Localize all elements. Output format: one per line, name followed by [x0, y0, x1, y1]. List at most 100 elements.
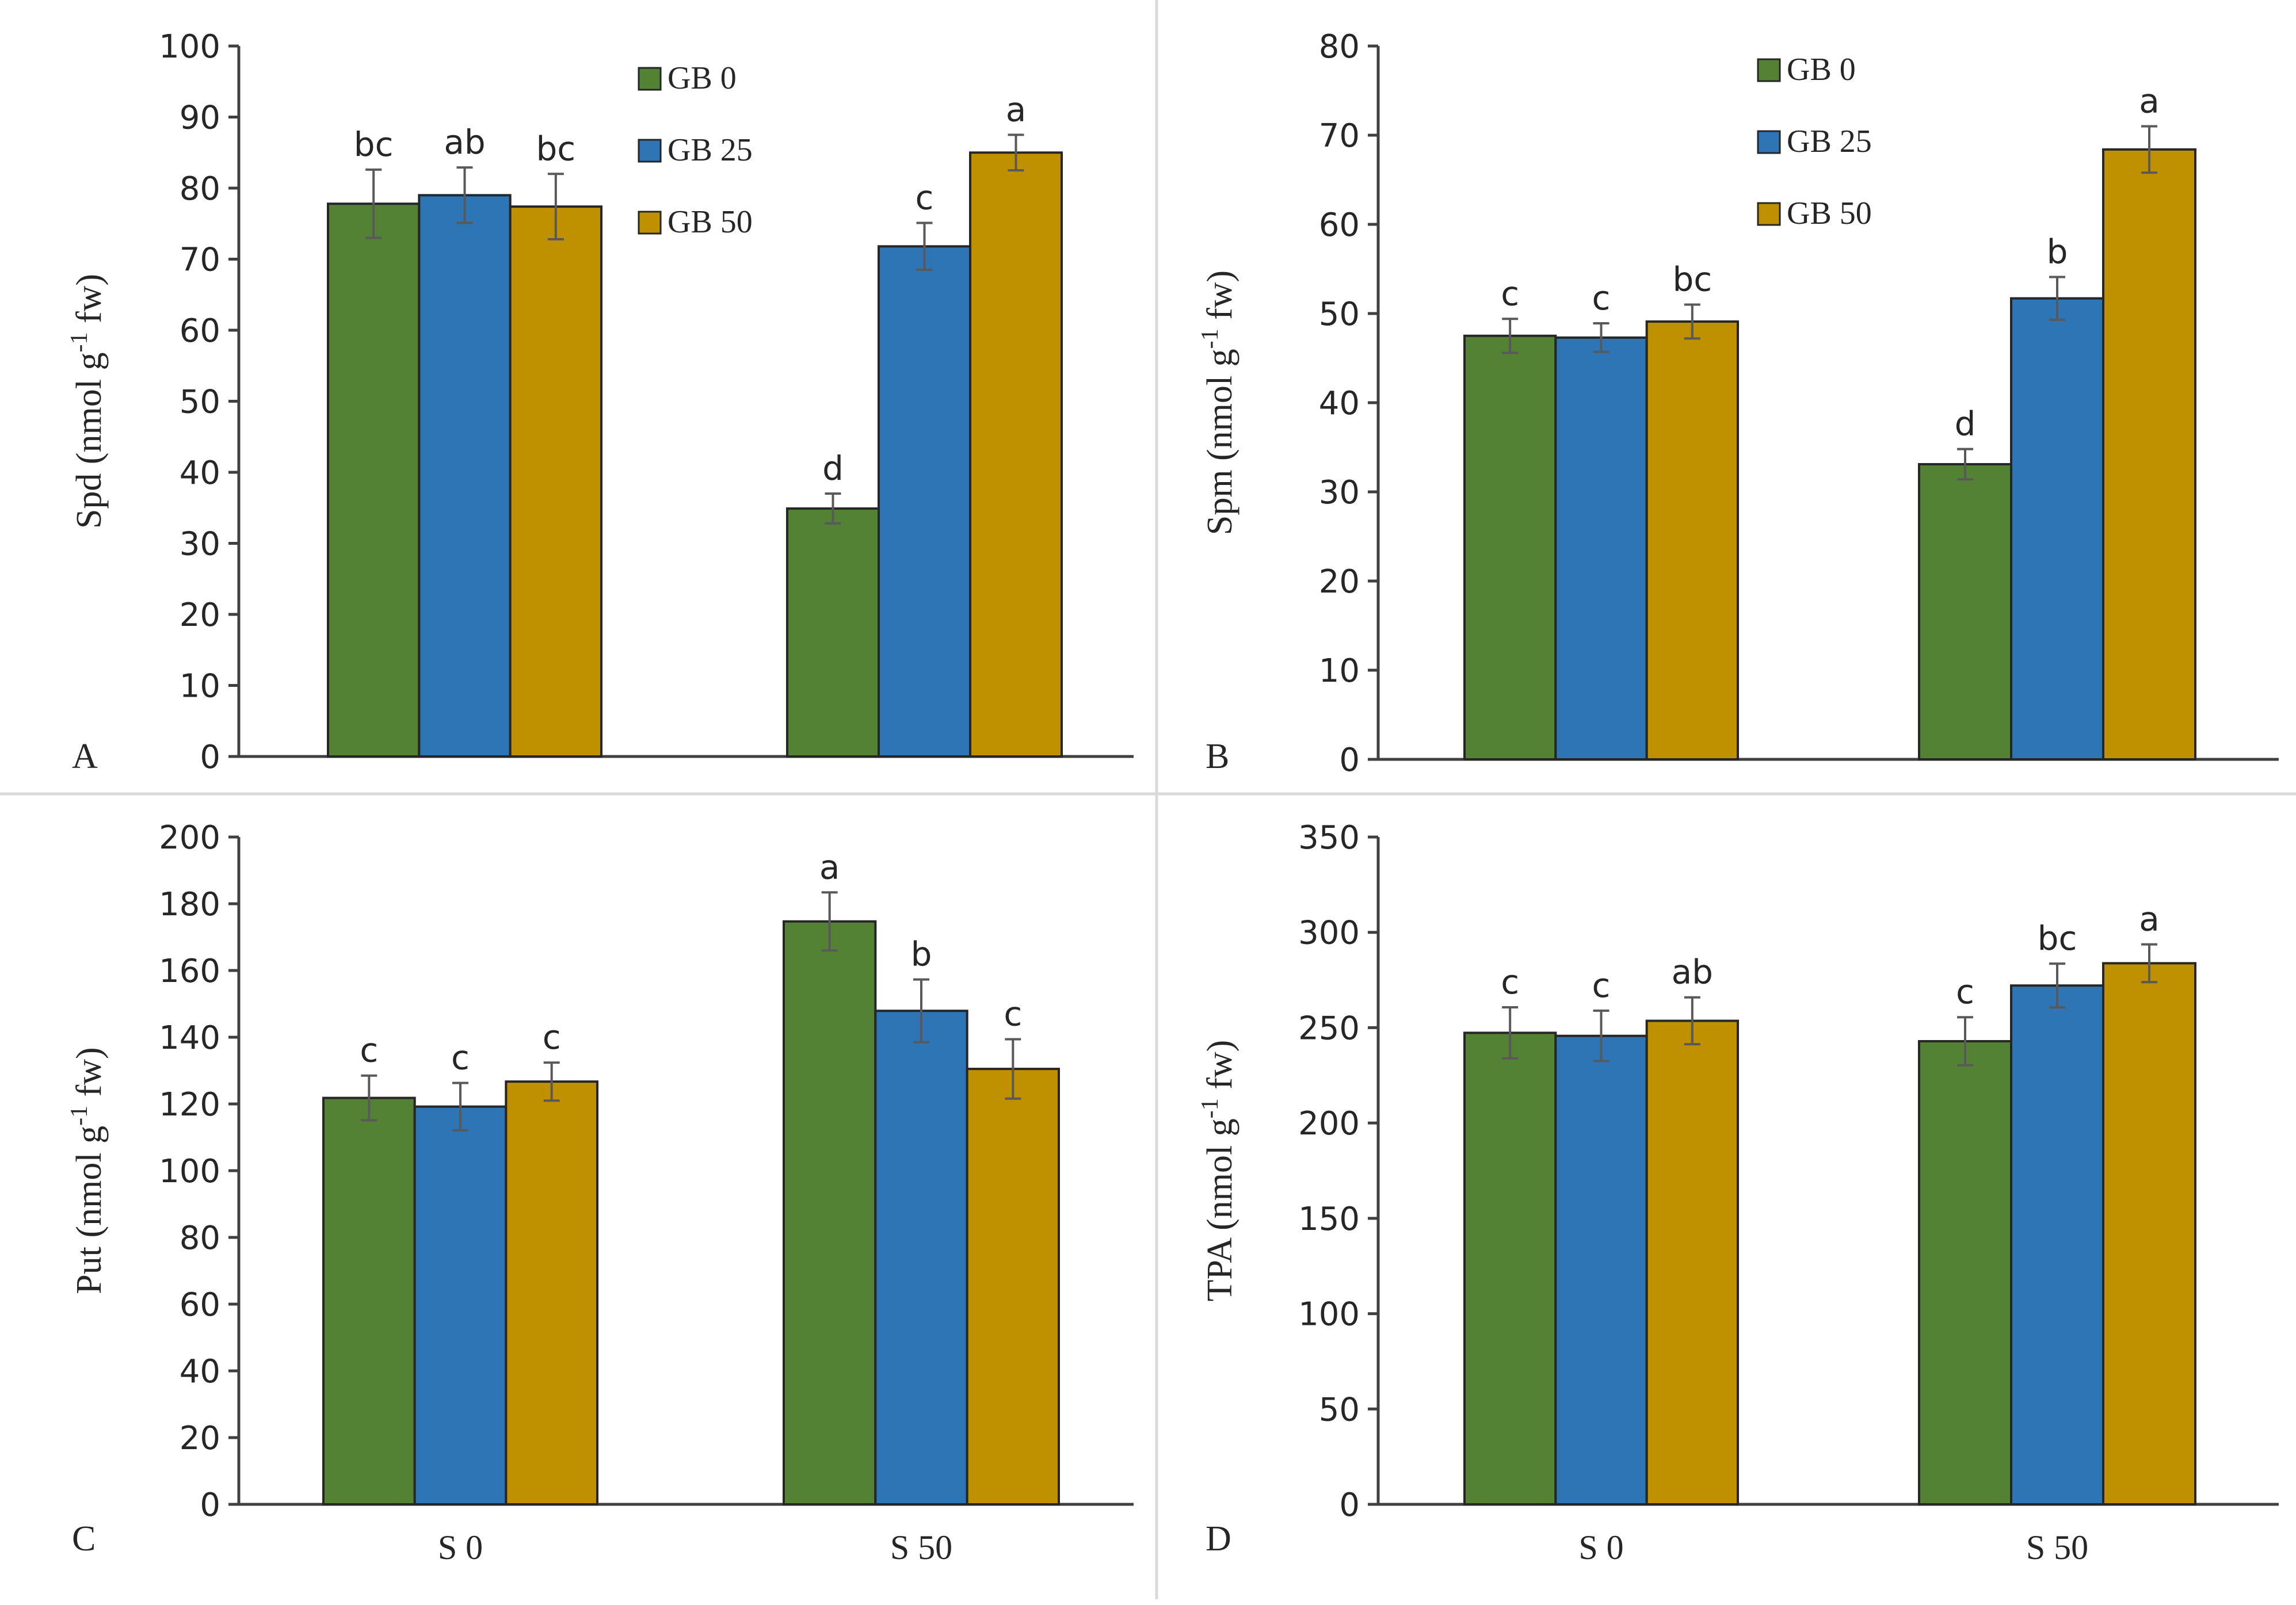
significance-label: c: [1956, 972, 1974, 1011]
bar-gb25-s0: [1554, 1034, 1648, 1506]
bar-gb50-s0: [509, 205, 603, 758]
legend-label: GB 50: [668, 204, 753, 240]
significance-label: bc: [2038, 919, 2077, 958]
bar-gb25-s50: [2010, 984, 2104, 1505]
y-axis-title: Spd (nmol g-1 fw): [66, 274, 109, 529]
significance-label: c: [1501, 962, 1519, 1002]
y-tick-label: 140: [159, 1019, 220, 1057]
bar-gb50-s0: [1645, 320, 1740, 761]
panel-letter: A: [72, 737, 98, 776]
legend-label: GB 50: [1787, 196, 1872, 231]
chart-panel-C: 0 20 40 60 80 100 120 140 160 180 200 Put (nmol g-1…: [66, 819, 1134, 1566]
y-tick-label: 100: [159, 1153, 220, 1190]
significance-label: a: [1006, 90, 1027, 129]
significance-label: d: [822, 449, 844, 488]
y-tick-label: 80: [180, 170, 220, 208]
bar-gb0-s50: [1918, 1040, 2012, 1505]
y-tick-label: 80: [180, 1220, 220, 1257]
significance-label: c: [1501, 274, 1519, 313]
significance-label: bc: [1672, 260, 1712, 299]
y-tick-label: 250: [1298, 1010, 1360, 1047]
bar-gb0-s0: [322, 1096, 416, 1506]
y-tick-label: 60: [180, 312, 220, 350]
significance-label: ab: [444, 123, 485, 162]
y-tick-label: 20: [180, 597, 220, 634]
y-tick-label: 10: [180, 668, 220, 705]
chart-panel-A: 0 10 20 30 40 50 60 70 80 90 100 Spd (nmol g-1 fw) A…: [66, 28, 1134, 776]
y-tick-label: 0: [1339, 742, 1360, 779]
y-axis-title-tail: fw): [1200, 1040, 1239, 1099]
y-axis-title-main: TPA (nmol g: [1200, 1118, 1239, 1301]
bar-gb50-s0: [1645, 1019, 1740, 1506]
y-axis-title-tail: fw): [1200, 270, 1239, 329]
legend-swatch: [638, 139, 662, 163]
y-tick-label: 160: [159, 953, 220, 990]
y-tick-label: 50: [1319, 1391, 1360, 1428]
y-axis-title-main: Put (nmol g: [70, 1126, 109, 1294]
significance-label: c: [360, 1031, 378, 1070]
panel-letter: C: [72, 1519, 96, 1558]
significance-label: c: [451, 1038, 470, 1077]
y-tick-label: 70: [180, 242, 220, 279]
significance-label: bc: [536, 129, 575, 168]
bar-gb50-s50: [2102, 962, 2196, 1506]
y-tick-label: 20: [1319, 563, 1360, 601]
bar-gb0-s0: [1463, 334, 1557, 761]
y-axis-title-main: Spm (nmol g: [1200, 349, 1239, 535]
bar-gb25-s0: [418, 194, 512, 758]
bar-gb25-s50: [874, 1010, 968, 1506]
y-tick-label: 120: [159, 1086, 220, 1124]
panel-letter: B: [1206, 737, 1229, 776]
y-tick-label: 10: [1319, 652, 1360, 690]
y-tick-label: 350: [1298, 819, 1360, 857]
y-tick-label: 70: [1319, 117, 1360, 155]
y-tick-label: 80: [1319, 28, 1360, 66]
legend-swatch: [638, 67, 662, 91]
y-tick-label: 30: [1319, 474, 1360, 511]
legend-label: GB 0: [1787, 52, 1856, 87]
bar-gb25-s50: [2010, 297, 2104, 761]
significance-label: c: [1592, 278, 1611, 318]
significance-label: a: [819, 847, 840, 886]
bar-gb0-s50: [783, 920, 877, 1505]
bar-gb50-s50: [969, 151, 1063, 758]
significance-label: c: [1592, 966, 1611, 1005]
y-tick-label: 20: [180, 1420, 220, 1457]
bar-gb0-s0: [1463, 1031, 1557, 1506]
y-axis-title-superscript: -1: [66, 332, 93, 352]
bar-gb50-s0: [505, 1080, 598, 1505]
category-label: S 0: [1578, 1528, 1623, 1566]
bar-gb0-s50: [1918, 463, 2012, 761]
y-tick-label: 50: [180, 384, 220, 421]
y-tick-label: 100: [159, 28, 220, 66]
y-tick-label: 40: [1319, 385, 1360, 422]
category-label: S 50: [890, 1528, 952, 1566]
significance-label: ab: [1672, 953, 1713, 992]
legend: GB 0 GB 25 GB 50: [638, 60, 753, 240]
legend-label: GB 25: [1787, 124, 1872, 159]
legend-swatch: [1757, 58, 1781, 82]
legend-swatch: [1757, 130, 1781, 154]
bar-gb0-s0: [327, 202, 421, 758]
y-tick-label: 0: [200, 739, 220, 776]
category-label: S 50: [2026, 1528, 2088, 1566]
y-tick-label: 60: [1319, 207, 1360, 244]
y-axis-title-superscript: -1: [1197, 328, 1223, 349]
significance-label: b: [911, 935, 932, 974]
bar-gb25-s0: [1554, 336, 1648, 761]
significance-label: a: [2139, 82, 2160, 121]
y-tick-label: 300: [1298, 915, 1360, 952]
bar-gb0-s50: [786, 507, 880, 758]
significance-label: a: [2139, 900, 2160, 939]
bar-gb50-s50: [966, 1068, 1060, 1505]
y-axis-title: Put (nmol g-1 fw): [66, 1047, 109, 1294]
significance-label: c: [916, 178, 934, 217]
y-axis-title-tail: fw): [70, 1047, 109, 1106]
bar-gb50-s50: [2102, 148, 2196, 761]
significance-label: c: [543, 1018, 561, 1057]
chart-panel-D: 0 50 100 150 200 250 300 350 TPA (nmol g-1 fw) Dc…: [1197, 819, 2279, 1566]
y-tick-label: 50: [1319, 296, 1360, 333]
y-axis-title: TPA (nmol g-1 fw): [1197, 1040, 1239, 1302]
